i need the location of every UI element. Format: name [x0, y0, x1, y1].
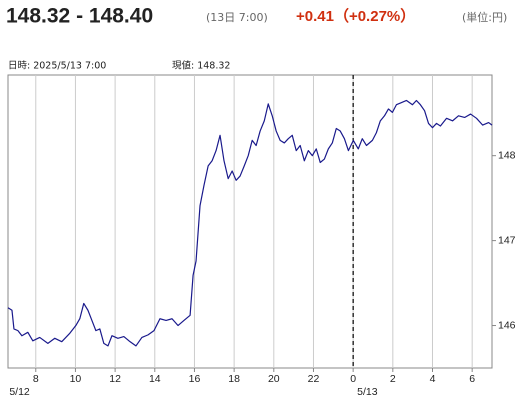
x-tick-label: 10 — [70, 373, 82, 385]
y-tick-label: 147 — [498, 234, 516, 246]
x-tick-label: 16 — [189, 373, 201, 385]
x-tick-label: 18 — [228, 373, 240, 385]
unit-label: (単位:円) — [462, 10, 507, 24]
date-label: 5/13 — [357, 386, 378, 398]
chart-title: 148.32 - 148.40 — [6, 5, 153, 28]
x-tick-label: 12 — [109, 373, 121, 385]
y-tick-label: 148 — [498, 149, 516, 161]
price-change: +0.41（+0.27%） — [296, 7, 415, 25]
chart-subtitle: (13日 7:00) — [206, 11, 268, 24]
x-tick-label: 0 — [350, 373, 356, 385]
info-current: 現値: 148.32 — [172, 60, 230, 72]
x-tick-label: 20 — [268, 373, 280, 385]
x-tick-label: 8 — [33, 373, 39, 385]
x-tick-label: 22 — [308, 373, 320, 385]
x-tick-label: 2 — [390, 373, 396, 385]
plot-frame — [7, 74, 493, 369]
price-line — [7, 99, 493, 347]
x-tick-label: 4 — [430, 373, 436, 385]
date-label: 5/12 — [9, 386, 30, 398]
x-tick-label: 6 — [469, 373, 475, 385]
x-tick-label: 14 — [149, 373, 161, 385]
y-tick-label: 146 — [498, 319, 516, 331]
info-datetime: 日時: 2025/5/13 7:00 — [8, 61, 106, 72]
